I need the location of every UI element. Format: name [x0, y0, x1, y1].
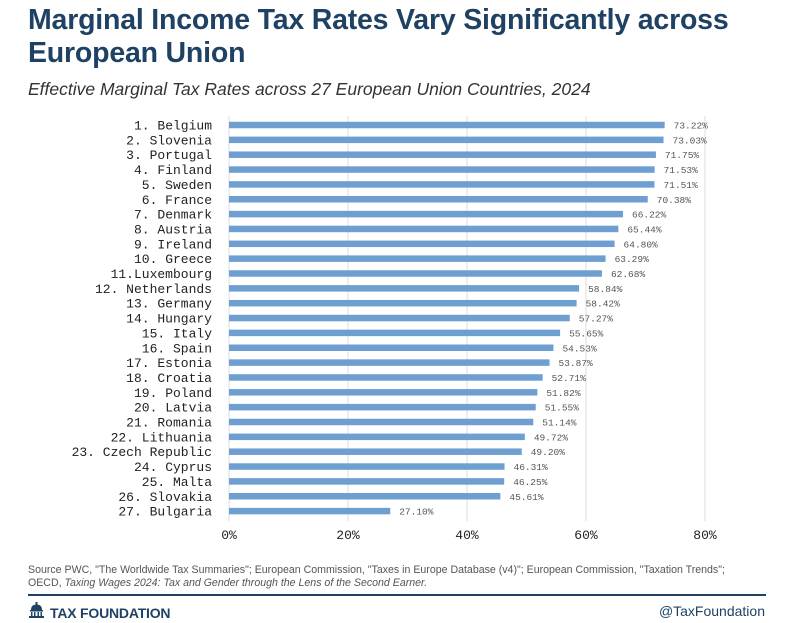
bar: [229, 285, 580, 292]
category-label: 8. Austria: [134, 222, 212, 237]
category-label: 13. Germany: [126, 297, 212, 312]
value-label: 58.84%: [588, 284, 623, 295]
value-label: 53.87%: [559, 358, 594, 369]
value-label: 65.44%: [627, 224, 662, 235]
category-label: 19. Poland: [134, 386, 212, 401]
bar: [229, 493, 501, 500]
social-handle[interactable]: @TaxFoundation: [658, 603, 765, 619]
x-tick-label: 20%: [336, 528, 360, 543]
category-label: 18. Croatia: [126, 371, 212, 386]
value-label: 51.14%: [542, 418, 577, 429]
bar: [229, 344, 554, 351]
brand-logo[interactable]: TAX FOUNDATION: [28, 602, 171, 623]
source-line-2-prefix: OECD,: [28, 577, 65, 589]
category-label: 9. Ireland: [134, 237, 212, 252]
value-label: 71.53%: [664, 165, 699, 176]
value-label: 49.20%: [531, 447, 566, 458]
category-label: 5. Sweden: [142, 178, 212, 193]
bar: [229, 151, 656, 158]
capitol-icon: [28, 602, 45, 623]
value-label: 73.03%: [673, 135, 708, 146]
category-label: 20. Latvia: [134, 401, 212, 416]
category-label: 24. Cyprus: [134, 460, 212, 475]
source-note: Source PWC, "The Worldwide Tax Summaries…: [28, 564, 773, 590]
bar: [229, 433, 525, 441]
category-label: 15. Italy: [142, 326, 212, 341]
bar: [229, 478, 505, 485]
category-label: 4. Finland: [134, 163, 212, 178]
source-line-2-title: Taxing Wages 2024: Tax and Gender throug…: [64, 577, 428, 589]
category-label: 12. Netherlands: [95, 282, 212, 297]
value-label: 62.68%: [611, 269, 646, 280]
category-label: 14. Hungary: [126, 312, 212, 327]
value-label: 51.55%: [545, 403, 580, 414]
bar: [229, 240, 615, 248]
bar: [229, 507, 391, 515]
value-label: 27.10%: [399, 507, 434, 518]
chart-title: Marginal Income Tax Rates Vary Significa…: [28, 4, 729, 69]
value-label: 49.72%: [534, 432, 569, 443]
bar: [229, 403, 536, 411]
value-label: 46.31%: [514, 462, 549, 473]
category-label: 21. Romania: [126, 416, 212, 431]
x-tick-label: 0%: [221, 528, 237, 543]
value-label: 70.38%: [657, 195, 692, 206]
chart-subtitle: Effective Marginal Tax Rates across 27 E…: [28, 79, 591, 99]
category-label: 27. Bulgaria: [118, 505, 212, 520]
category-label: 2. Slovenia: [126, 133, 212, 148]
bar-chart: 1. Belgium 73.22% 2. Slovenia 73.03% 3. Port…: [72, 116, 717, 543]
bar: [229, 166, 655, 173]
value-label: 46.25%: [513, 477, 548, 488]
bar: [229, 418, 534, 426]
bar: [229, 196, 648, 203]
bar: [229, 389, 538, 396]
value-label: 51.82%: [546, 388, 581, 399]
x-tick-label: 60%: [574, 528, 598, 543]
value-label: 71.75%: [665, 150, 700, 161]
category-label: 6. France: [142, 193, 212, 208]
category-label: 17. Estonia: [126, 356, 212, 371]
category-label: 10. Greece: [134, 252, 212, 267]
value-label: 54.53%: [562, 343, 597, 354]
bar: [229, 255, 606, 262]
bar: [229, 314, 570, 322]
category-label: 7. Denmark: [134, 208, 212, 223]
bar: [229, 270, 602, 277]
category-label: 25. Malta: [142, 475, 212, 490]
category-label: 26. Slovakia: [118, 490, 212, 505]
category-label: 16. Spain: [142, 341, 212, 356]
bar: [229, 225, 619, 233]
value-label: 45.61%: [509, 492, 544, 503]
x-tick-label: 40%: [455, 528, 479, 543]
category-label: 11.Luxembourg: [111, 267, 212, 282]
brand-name: TAX FOUNDATION: [50, 604, 171, 621]
value-label: 55.65%: [569, 328, 604, 339]
value-label: 52.71%: [552, 373, 587, 384]
bar: [229, 463, 505, 470]
bar: [229, 136, 664, 144]
value-label: 66.22%: [632, 210, 667, 221]
category-label: 1. Belgium: [134, 119, 212, 134]
bar: [229, 374, 543, 381]
category-label: 23. Czech Republic: [72, 445, 212, 460]
x-tick-label: 80%: [693, 528, 717, 543]
value-label: 63.29%: [615, 254, 650, 265]
bar: [229, 210, 624, 218]
footer-divider: [28, 594, 766, 596]
value-label: 71.51%: [663, 180, 698, 191]
bar: [229, 329, 561, 337]
bar: [229, 121, 665, 129]
value-label: 57.27%: [579, 314, 614, 325]
bar: [229, 181, 655, 188]
category-label: 22. Lithuania: [111, 430, 213, 445]
category-label: 3. Portugal: [126, 148, 212, 163]
bar: [229, 299, 577, 307]
value-label: 64.80%: [624, 239, 659, 250]
value-label: 73.22%: [674, 121, 709, 132]
bar: [229, 448, 522, 455]
value-label: 58.42%: [586, 299, 621, 310]
bar: [229, 359, 550, 366]
source-line-1: Source PWC, "The Worldwide Tax Summaries…: [28, 564, 725, 576]
